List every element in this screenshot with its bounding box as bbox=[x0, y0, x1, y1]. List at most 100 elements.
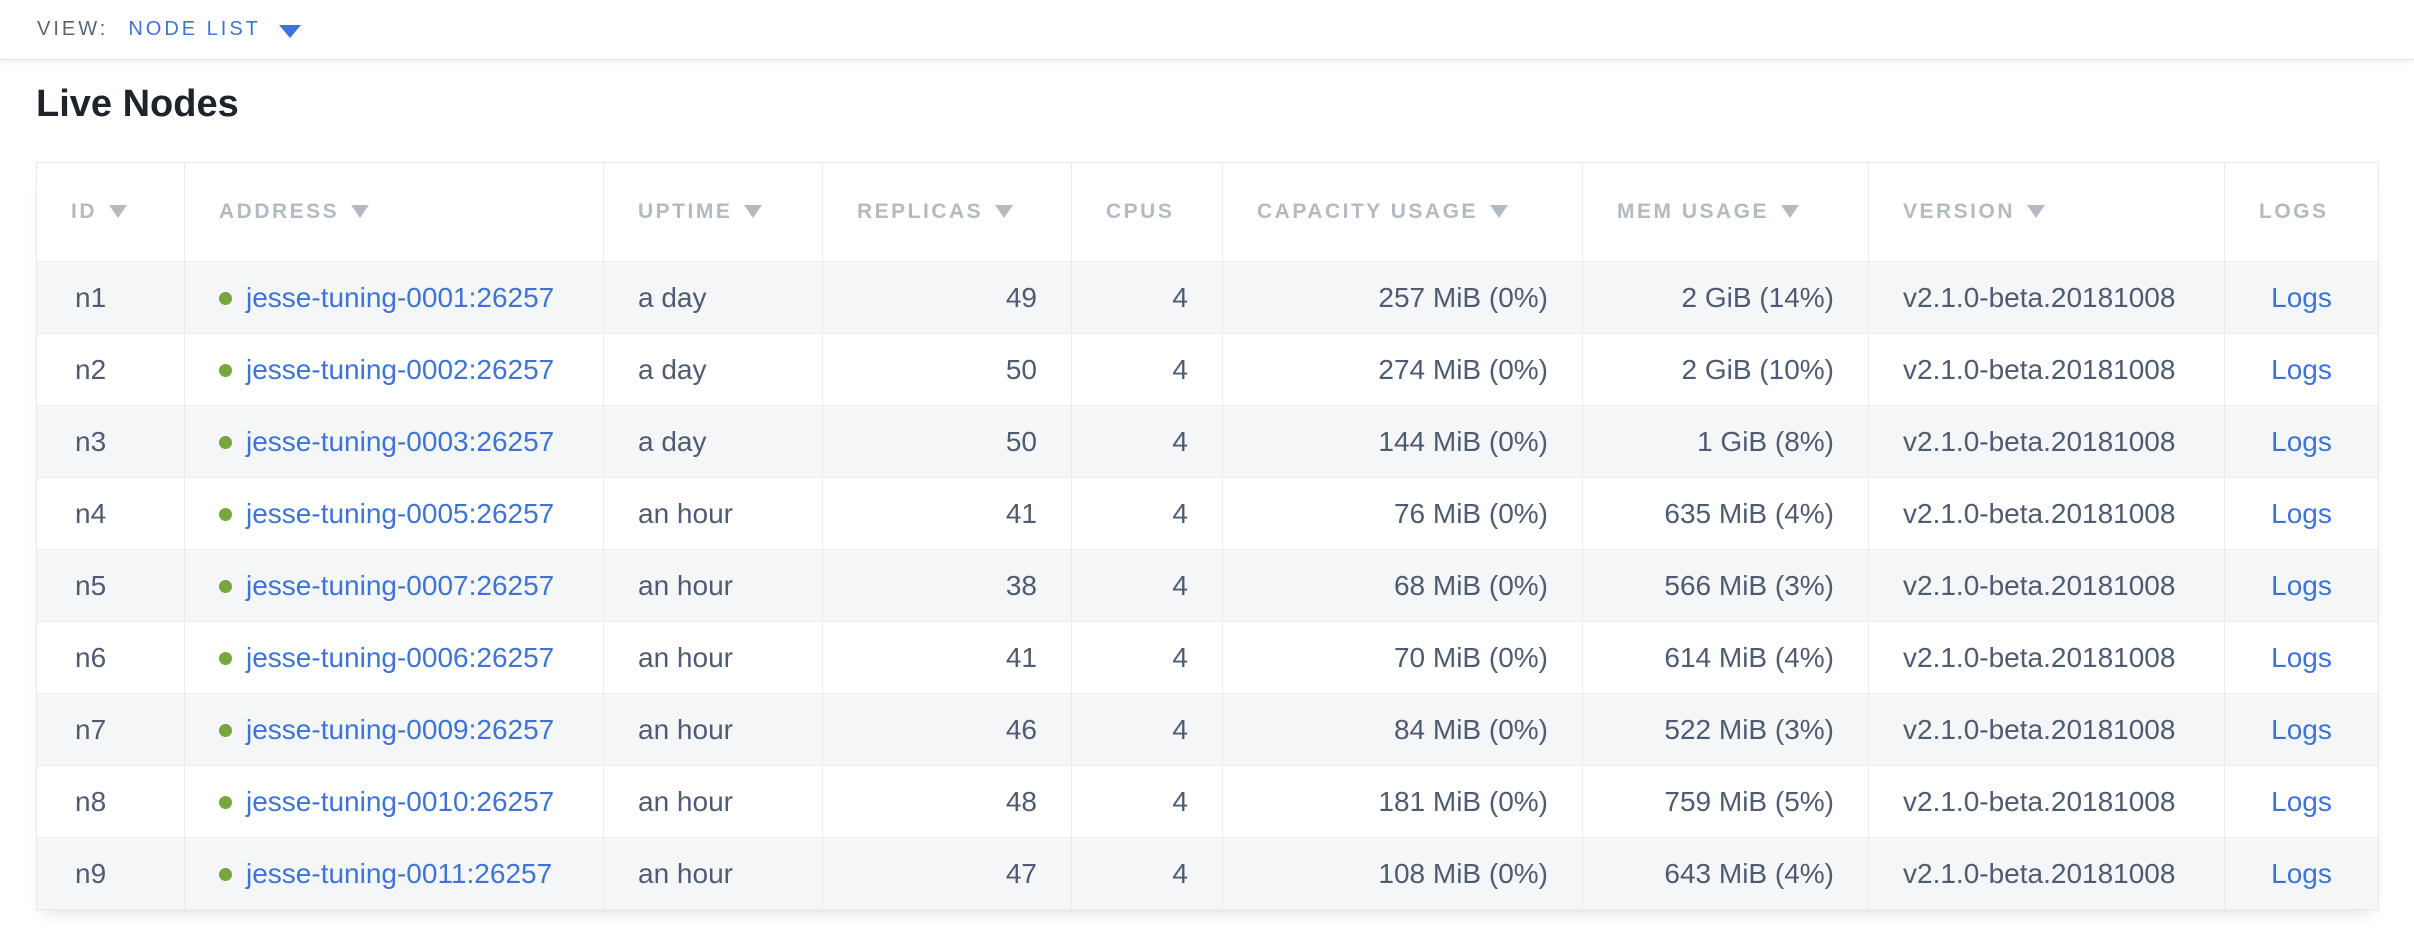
cell-node-id: n5 bbox=[36, 549, 185, 622]
table-row: n3 jesse-tuning-0003:26257 a day 50 4 14… bbox=[36, 405, 2379, 478]
view-bar: VIEW: NODE LIST bbox=[0, 0, 2414, 60]
cell-node-id: n1 bbox=[36, 261, 185, 334]
sort-desc-icon bbox=[2027, 205, 2046, 218]
cell-node-id: n4 bbox=[36, 477, 185, 550]
cell-capacity-usage: 274 MiB (0%) bbox=[1222, 333, 1583, 406]
cell-cpus: 4 bbox=[1071, 477, 1223, 550]
logs-link[interactable]: Logs bbox=[2271, 713, 2332, 745]
sort-desc-icon bbox=[1489, 205, 1508, 218]
sort-desc-icon bbox=[351, 205, 370, 218]
cell-mem-usage: 2 GiB (14%) bbox=[1582, 261, 1869, 334]
table-row: n2 jesse-tuning-0002:26257 a day 50 4 27… bbox=[36, 333, 2379, 406]
live-nodes-table: ID ADDRESS UPTIME REPLICAS CPUS CAPACITY… bbox=[36, 162, 2379, 910]
table-row: n7 jesse-tuning-0009:26257 an hour 46 4 … bbox=[36, 693, 2379, 766]
cell-mem-usage: 522 MiB (3%) bbox=[1582, 693, 1869, 766]
cell-cpus: 4 bbox=[1071, 837, 1223, 910]
cell-address: jesse-tuning-0010:26257 bbox=[184, 765, 604, 838]
cell-mem-usage: 614 MiB (4%) bbox=[1582, 621, 1869, 694]
cell-version: v2.1.0-beta.20181008 bbox=[1868, 693, 2225, 766]
cell-address: jesse-tuning-0009:26257 bbox=[184, 693, 604, 766]
address-link[interactable]: jesse-tuning-0003:26257 bbox=[246, 425, 555, 457]
cell-node-id: n9 bbox=[36, 837, 185, 910]
logs-link[interactable]: Logs bbox=[2271, 641, 2332, 673]
column-header-replicas[interactable]: REPLICAS bbox=[822, 162, 1072, 262]
page-title: Live Nodes bbox=[36, 83, 239, 125]
node-live-status-icon bbox=[219, 435, 232, 449]
cell-uptime: an hour bbox=[603, 477, 823, 550]
cell-capacity-usage: 257 MiB (0%) bbox=[1222, 261, 1583, 334]
cell-address: jesse-tuning-0005:26257 bbox=[184, 477, 604, 550]
cell-version: v2.1.0-beta.20181008 bbox=[1868, 621, 2225, 694]
node-live-status-icon bbox=[219, 291, 232, 305]
logs-link[interactable]: Logs bbox=[2271, 569, 2332, 601]
cell-uptime: an hour bbox=[603, 765, 823, 838]
cell-replicas: 46 bbox=[822, 693, 1072, 766]
address-link[interactable]: jesse-tuning-0007:26257 bbox=[246, 569, 555, 601]
column-header-id[interactable]: ID bbox=[36, 162, 185, 262]
table-row: n1 jesse-tuning-0001:26257 a day 49 4 25… bbox=[36, 261, 2379, 334]
cell-uptime: an hour bbox=[603, 837, 823, 910]
node-live-status-icon bbox=[219, 867, 232, 881]
sort-desc-icon bbox=[109, 205, 127, 218]
table-row: n8 jesse-tuning-0010:26257 an hour 48 4 … bbox=[36, 765, 2379, 838]
address-link[interactable]: jesse-tuning-0005:26257 bbox=[246, 497, 555, 529]
cell-logs: Logs bbox=[2224, 693, 2379, 766]
view-selected-value: NODE LIST bbox=[128, 18, 261, 40]
column-header-address[interactable]: ADDRESS bbox=[184, 162, 604, 262]
logs-link[interactable]: Logs bbox=[2271, 857, 2332, 889]
logs-link[interactable]: Logs bbox=[2271, 281, 2332, 313]
column-header-cpus: CPUS bbox=[1071, 162, 1223, 262]
cell-node-id: n2 bbox=[36, 333, 185, 406]
cell-uptime: a day bbox=[603, 333, 823, 406]
table-row: n4 jesse-tuning-0005:26257 an hour 41 4 … bbox=[36, 477, 2379, 550]
cell-address: jesse-tuning-0011:26257 bbox=[184, 837, 604, 910]
cell-uptime: a day bbox=[603, 405, 823, 478]
cell-replicas: 50 bbox=[822, 405, 1072, 478]
cell-node-id: n6 bbox=[36, 621, 185, 694]
column-header-capacity-usage[interactable]: CAPACITY USAGE bbox=[1222, 162, 1583, 262]
column-header-mem-usage[interactable]: MEM USAGE bbox=[1582, 162, 1869, 262]
address-link[interactable]: jesse-tuning-0006:26257 bbox=[246, 641, 555, 673]
chevron-down-icon bbox=[278, 24, 301, 38]
cell-cpus: 4 bbox=[1071, 261, 1223, 334]
cell-node-id: n3 bbox=[36, 405, 185, 478]
logs-link[interactable]: Logs bbox=[2271, 497, 2332, 529]
cell-uptime: a day bbox=[603, 261, 823, 334]
logs-link[interactable]: Logs bbox=[2271, 425, 2332, 457]
cell-mem-usage: 1 GiB (8%) bbox=[1582, 405, 1869, 478]
logs-link[interactable]: Logs bbox=[2271, 785, 2332, 817]
column-header-logs: LOGS bbox=[2224, 162, 2379, 262]
cell-capacity-usage: 108 MiB (0%) bbox=[1222, 837, 1583, 910]
table-row: n6 jesse-tuning-0006:26257 an hour 41 4 … bbox=[36, 621, 2379, 694]
cell-logs: Logs bbox=[2224, 621, 2379, 694]
column-header-version[interactable]: VERSION bbox=[1868, 162, 2225, 262]
cell-address: jesse-tuning-0007:26257 bbox=[184, 549, 604, 622]
address-link[interactable]: jesse-tuning-0001:26257 bbox=[246, 281, 555, 313]
cell-cpus: 4 bbox=[1071, 405, 1223, 478]
cell-replicas: 48 bbox=[822, 765, 1072, 838]
cell-logs: Logs bbox=[2224, 405, 2379, 478]
column-header-uptime[interactable]: UPTIME bbox=[603, 162, 823, 262]
node-live-status-icon bbox=[219, 795, 232, 809]
cell-version: v2.1.0-beta.20181008 bbox=[1868, 765, 2225, 838]
address-link[interactable]: jesse-tuning-0010:26257 bbox=[246, 785, 555, 817]
cell-mem-usage: 759 MiB (5%) bbox=[1582, 765, 1869, 838]
table-row: n9 jesse-tuning-0011:26257 an hour 47 4 … bbox=[36, 837, 2379, 910]
cell-node-id: n7 bbox=[36, 693, 185, 766]
cell-address: jesse-tuning-0006:26257 bbox=[184, 621, 604, 694]
cell-mem-usage: 566 MiB (3%) bbox=[1582, 549, 1869, 622]
cell-logs: Logs bbox=[2224, 765, 2379, 838]
sort-desc-icon bbox=[744, 205, 763, 218]
node-live-status-icon bbox=[219, 507, 232, 521]
cell-mem-usage: 2 GiB (10%) bbox=[1582, 333, 1869, 406]
address-link[interactable]: jesse-tuning-0002:26257 bbox=[246, 353, 555, 385]
address-link[interactable]: jesse-tuning-0011:26257 bbox=[246, 857, 553, 889]
cell-uptime: an hour bbox=[603, 693, 823, 766]
cell-capacity-usage: 68 MiB (0%) bbox=[1222, 549, 1583, 622]
cell-cpus: 4 bbox=[1071, 621, 1223, 694]
cell-capacity-usage: 70 MiB (0%) bbox=[1222, 621, 1583, 694]
cell-logs: Logs bbox=[2224, 477, 2379, 550]
logs-link[interactable]: Logs bbox=[2271, 353, 2332, 385]
address-link[interactable]: jesse-tuning-0009:26257 bbox=[246, 713, 555, 745]
view-selector-dropdown[interactable]: NODE LIST bbox=[128, 18, 301, 41]
